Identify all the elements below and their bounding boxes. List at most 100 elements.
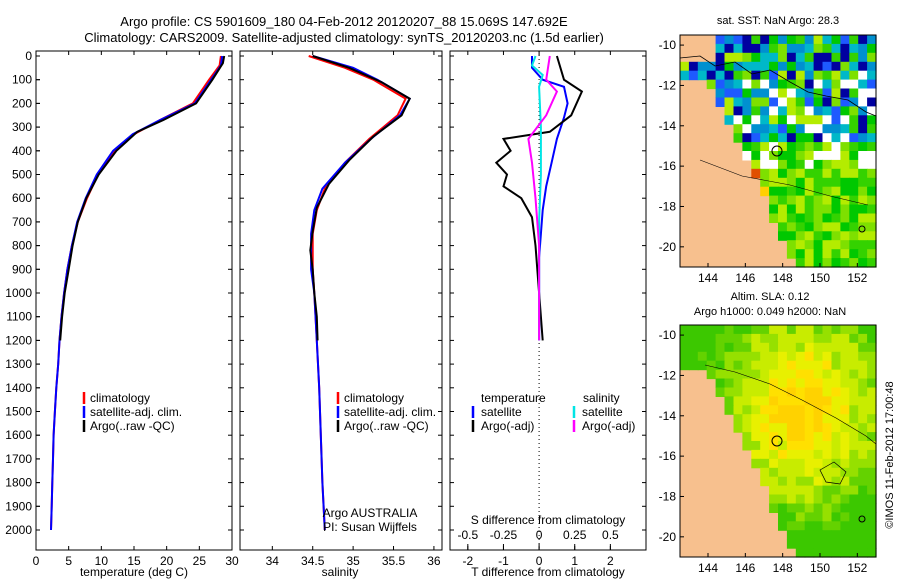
depth-tick-label: 1300 (5, 357, 32, 371)
map-cell (733, 52, 743, 63)
salinity-x-ticks: 34 34.5 35 35.5 36 (240, 51, 442, 568)
map-cell (822, 548, 832, 558)
map-cell (760, 177, 770, 188)
map-cell (760, 325, 770, 335)
map-cell (813, 396, 824, 406)
map-cell (849, 186, 859, 197)
map-cell (840, 333, 850, 344)
map-cell (786, 387, 797, 397)
map-cell (680, 325, 690, 335)
map-cell (813, 159, 824, 170)
map-cell (733, 35, 743, 45)
map-cell (849, 70, 859, 81)
map-cell (778, 52, 788, 63)
map-cell (724, 43, 734, 54)
map-cell (858, 106, 868, 116)
map-cell (724, 387, 734, 397)
map-cell (813, 467, 824, 478)
map-cell (778, 186, 788, 197)
difference-legend: temperature satellite Argo(-adj) salinit… (471, 391, 635, 433)
map-cell (804, 213, 815, 223)
map-cell (724, 378, 734, 388)
map-cell (813, 249, 824, 259)
map-cell (840, 52, 850, 63)
map-cell (742, 387, 752, 397)
map-cell (778, 369, 788, 380)
map-cell (795, 70, 806, 81)
map-cell (813, 35, 824, 45)
map-cell (822, 115, 832, 125)
map-cell (840, 414, 850, 424)
map-cell (849, 159, 859, 170)
map-cell (786, 485, 797, 496)
argo-country-note: Argo AUSTRALIA (323, 506, 418, 520)
map-cell (769, 405, 779, 415)
map-cell (760, 79, 770, 90)
sla-secondary-marker (858, 515, 866, 523)
map-cell (760, 458, 770, 469)
map-cell (769, 79, 779, 90)
map-cell (858, 485, 868, 496)
map-cell (795, 204, 806, 214)
sla-depth-contour (704, 364, 877, 445)
map-cell (778, 124, 788, 134)
map-cell (804, 249, 815, 259)
map-cell (831, 195, 841, 206)
map-cell (867, 70, 877, 81)
map-cell (778, 414, 788, 424)
map-cell (795, 133, 806, 143)
map-cell (795, 88, 806, 98)
map-cell (778, 342, 788, 353)
map-cell (831, 432, 841, 442)
map-cell (831, 52, 841, 63)
map-cell (849, 503, 859, 513)
x-tick-label: 35.5 (382, 554, 406, 568)
map-cell (697, 333, 708, 344)
map-cell (778, 485, 788, 496)
map-cell (804, 530, 815, 540)
map-cell (858, 360, 868, 371)
map-cell (858, 530, 868, 540)
map-cell (795, 35, 806, 45)
map-cell (742, 97, 752, 107)
map-cell (778, 61, 788, 72)
salinity-xlabel: salinity (322, 565, 359, 579)
map-cell (858, 396, 868, 406)
map-cell (715, 88, 726, 98)
map-cell (760, 351, 770, 362)
series-argo-raw-qc- (309, 55, 412, 341)
map-cell (751, 43, 761, 54)
map-cell (840, 35, 850, 45)
map-cell (840, 530, 850, 540)
map-cell (751, 35, 761, 45)
map-cell (733, 414, 743, 424)
map-cell (724, 333, 734, 344)
map-cell (778, 97, 788, 107)
map-cell (769, 494, 779, 504)
map-cell (778, 467, 788, 478)
map-cell (858, 467, 868, 478)
map-cell (804, 124, 815, 134)
map-cell (849, 124, 859, 134)
map-cell (858, 88, 868, 98)
map-cell (831, 177, 841, 188)
map-cell (778, 325, 788, 335)
depth-tick-label: 1900 (5, 499, 32, 513)
map-cell (778, 449, 788, 460)
map-cell (849, 258, 859, 268)
depth-ticks: 0 100 200 300 400 500 600 700 800 900 1000 1100 1200… (5, 49, 40, 537)
map-cell (804, 258, 815, 268)
map-cell (778, 213, 788, 223)
map-cell (697, 351, 708, 362)
map-cell (849, 387, 859, 397)
map-cell (840, 369, 850, 380)
map-cell (831, 88, 841, 98)
map-cell (831, 97, 841, 107)
map-cell (804, 342, 815, 353)
s-tick-label: 0 (536, 528, 543, 542)
map-cell (813, 548, 824, 558)
map-cell (858, 115, 868, 125)
map-cell (867, 124, 877, 134)
map-cell (867, 177, 877, 188)
map-cell (858, 351, 868, 362)
